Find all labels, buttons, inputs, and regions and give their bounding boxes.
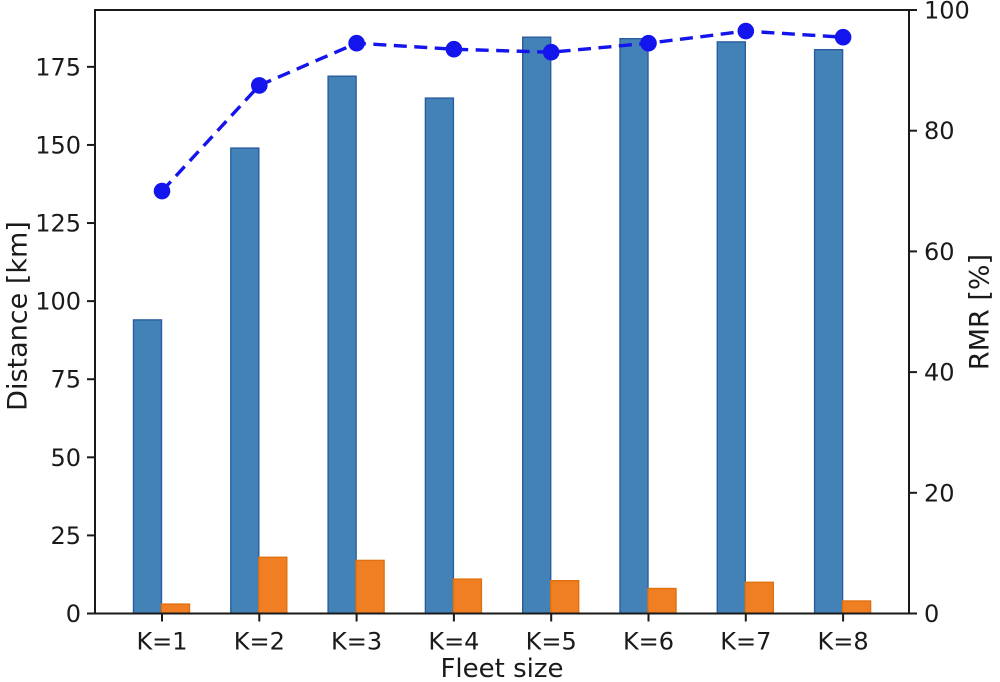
- x-tick-label: K=6: [623, 628, 674, 656]
- x-tick-label: K=2: [234, 628, 285, 656]
- y-axis-label-left: Distance [km]: [2, 221, 34, 411]
- distance-blue-bars-k6: [619, 38, 649, 615]
- rmr-point-k4: [445, 40, 463, 58]
- rmr-point-k6: [640, 34, 657, 52]
- distance-blue-bars-k4: [424, 97, 455, 615]
- y-left-tick-label: 50: [50, 444, 81, 472]
- x-tick-label: K=1: [136, 628, 187, 656]
- y-left-tick-label: 75: [50, 366, 81, 394]
- rmr-point-k1: [153, 182, 171, 200]
- distance-blue-bars-k3: [327, 75, 357, 615]
- y-left-tick-label: 25: [50, 522, 81, 550]
- y-right-tick-label: 0: [924, 600, 939, 628]
- y-right-tick-label: 100: [924, 0, 970, 25]
- distance-orange-bars-k1: [160, 603, 191, 615]
- rmr-point-k8: [834, 28, 852, 46]
- distance-orange-bars-k4: [452, 578, 483, 615]
- y-right-tick-label: 80: [924, 117, 955, 145]
- distance-orange-bars-k3: [355, 559, 385, 615]
- distance-blue-bars-k2: [230, 147, 260, 615]
- y-left-tick-label: 100: [35, 288, 81, 316]
- plot-border: [94, 9, 910, 615]
- y-left-tick-label: 150: [35, 131, 81, 159]
- rmr-point-k3: [348, 34, 365, 52]
- x-tick-label: K=5: [526, 628, 577, 656]
- y-axis-label-right: RMR [%]: [964, 253, 996, 371]
- distance-orange-bars-k7: [744, 581, 774, 615]
- x-tick-label: K=7: [720, 628, 771, 656]
- distance-orange-bars-k6: [647, 587, 677, 615]
- y-right-tick-label: 60: [924, 238, 955, 266]
- distance-orange-bars-k2: [258, 556, 288, 615]
- distance-blue-bars-k1: [132, 319, 163, 615]
- rmr-point-k2: [250, 77, 268, 94]
- y-right-tick-label: 40: [924, 359, 955, 387]
- y-right-tick-label: 20: [924, 479, 955, 507]
- rmr-point-k5: [542, 43, 560, 61]
- rmr-line: [160, 29, 844, 193]
- x-tick-label: K=4: [428, 628, 479, 656]
- x-axis-label: Fleet size: [440, 654, 564, 682]
- y-left-tick-label: 125: [35, 210, 81, 238]
- x-tick-label: K=3: [331, 628, 382, 656]
- rmr-point-k7: [737, 22, 755, 40]
- distance-orange-bars-k8: [841, 600, 872, 615]
- distance-orange-bars-k5: [550, 580, 580, 615]
- y-left-tick-label: 0: [66, 600, 81, 628]
- y-left-tick-label: 175: [35, 53, 81, 81]
- distance-blue-bars-k7: [716, 41, 746, 615]
- x-tick-label: K=8: [818, 628, 869, 656]
- distance-blue-bars-k8: [813, 49, 844, 615]
- distance-blue-bars-k5: [522, 36, 552, 615]
